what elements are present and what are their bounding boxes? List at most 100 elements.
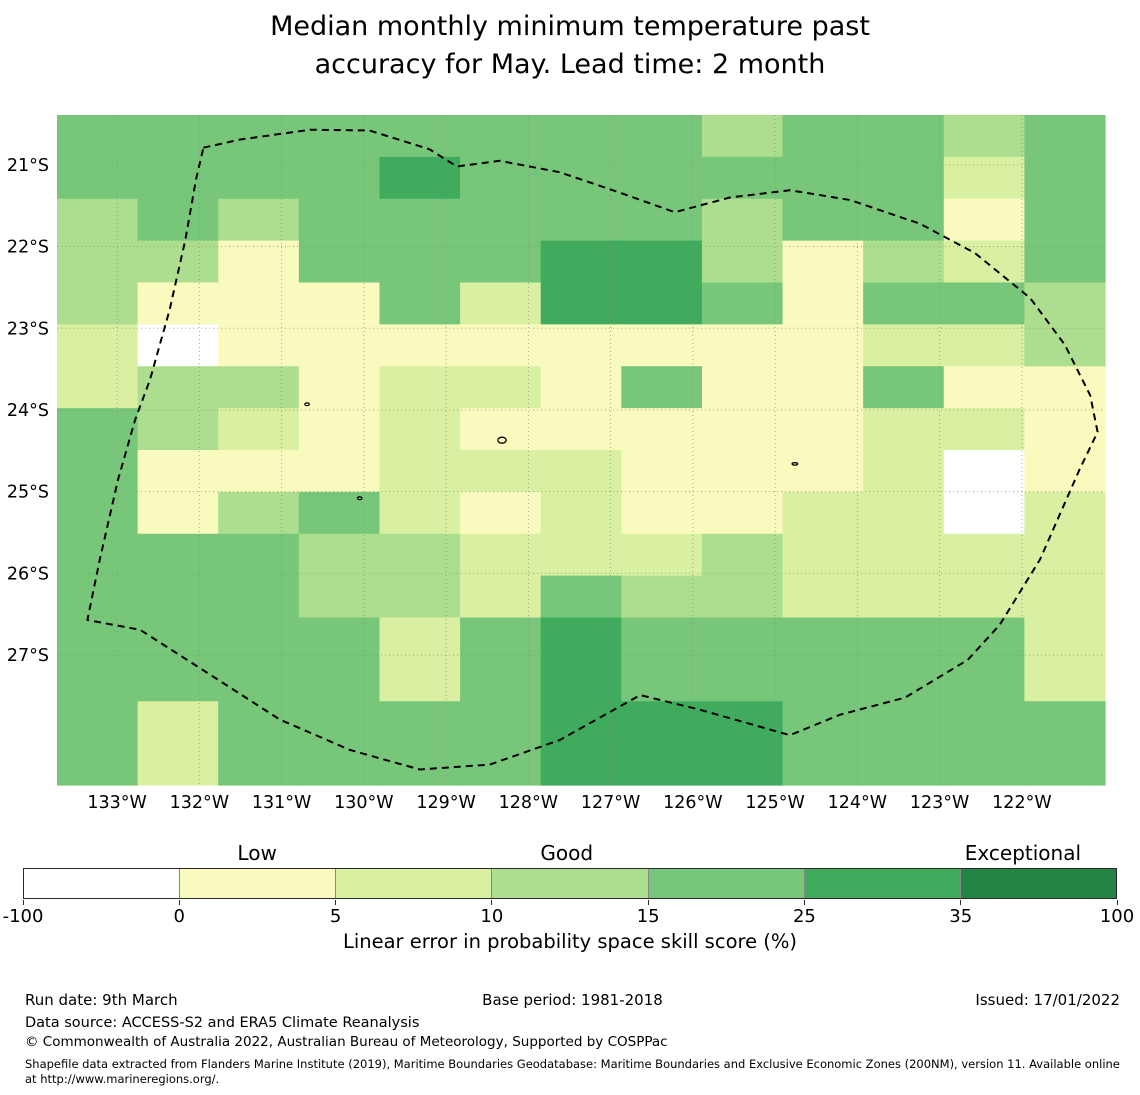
heatmap-cell (379, 491, 461, 535)
heatmap-cell (298, 617, 381, 660)
heatmap-cell (298, 575, 381, 619)
lon-tick-label: 127°W (581, 793, 640, 813)
colorbar-ticks: -100 0 5 10 15 25 35 100 (3, 899, 1134, 939)
heatmap-cell (701, 198, 784, 242)
heatmap-cell (863, 617, 945, 660)
colorbar: Low Good Exceptional -100 0 5 10 15 25 35 100 Lin… (3, 841, 1135, 958)
heatmap-cell (701, 450, 784, 493)
heatmap-cell (379, 575, 461, 619)
heatmap-cell (782, 156, 864, 200)
heatmap-cell (621, 743, 703, 786)
heatmap-cell (943, 324, 1025, 367)
heatmap-cell (701, 617, 784, 660)
heatmap-cell (137, 575, 219, 619)
heatmap-cell (701, 575, 784, 619)
heatmap-cell (782, 450, 864, 493)
heatmap-cell (379, 366, 461, 409)
heatmap-cell (701, 743, 784, 786)
heatmap-cell (540, 659, 622, 702)
lat-tick-label: 23°S (7, 319, 49, 339)
island-marker (497, 436, 507, 444)
heatmap-cell (943, 115, 1025, 158)
lon-tick-label: 123°W (910, 793, 969, 813)
chart-title: Median monthly minimum temperature past … (0, 8, 1140, 85)
heatmap-cell (379, 324, 461, 367)
heatmap-cell (863, 743, 945, 786)
map-svg: 21°S 22°S 23°S 24°S 25°S 26°S 27°S 133°W 132°W 13… (7, 115, 1106, 813)
data-source-text: Data source: ACCESS-S2 and ERA5 Climate … (25, 1015, 420, 1031)
lon-tick-label: 124°W (828, 793, 887, 813)
base-period-text: Base period: 1981-2018 (482, 991, 663, 1009)
heatmap-cell (460, 533, 542, 577)
colorbar-category-label: Good (540, 841, 594, 865)
heatmap-cell (57, 491, 139, 535)
heatmap-cell (1024, 575, 1106, 619)
lon-tick-label: 125°W (745, 793, 804, 813)
colorbar-tick-label: 100 (1099, 906, 1135, 927)
heatmap-cell (379, 240, 461, 284)
heatmap-cell (218, 115, 300, 158)
heatmap-cell (379, 743, 461, 786)
lon-tick-label: 131°W (252, 793, 311, 813)
heatmap-cell (782, 282, 864, 325)
colorbar-tick-mark (647, 900, 649, 905)
lon-tick-label: 132°W (170, 793, 229, 813)
heatmap-cell (863, 366, 945, 409)
colorbar-segment (647, 869, 804, 898)
heatmap-cell (621, 533, 703, 577)
heatmap-cell (137, 198, 219, 242)
heatmap-cell (298, 408, 381, 451)
heatmap-cell (621, 701, 703, 744)
heatmap-cell (57, 450, 139, 493)
heatmap-cell (1024, 282, 1106, 325)
island-marker (791, 462, 799, 466)
heatmap-cell (1024, 450, 1106, 493)
heatmap-cell (621, 240, 703, 284)
heatmap-cell (137, 701, 219, 744)
heatmap-cell (137, 659, 219, 702)
heatmap-cell (863, 198, 945, 242)
heatmap-cell (943, 366, 1025, 409)
island-marker (304, 402, 310, 407)
colorbar-segment (24, 869, 180, 898)
heatmap-cell (298, 115, 381, 158)
heatmap-cell (218, 617, 300, 660)
heatmap-cell (863, 240, 945, 284)
heatmap-cell (1024, 366, 1106, 409)
heatmap-cell (540, 240, 622, 284)
heatmap-cell (137, 282, 219, 325)
heatmap-cell (701, 115, 784, 158)
heatmap-cell (379, 533, 461, 577)
heatmap-cell (298, 659, 381, 702)
heatmap-cell (621, 115, 703, 158)
lon-tick-label: 126°W (663, 793, 722, 813)
colorbar-tick-mark (803, 900, 805, 905)
heatmap-cell (379, 408, 461, 451)
chart-title-line2: accuracy for May. Lead time: 2 month (314, 49, 826, 81)
heatmap-cell (782, 743, 864, 786)
colorbar-tick-label: 15 (636, 906, 660, 927)
colorbar-category-label: Exceptional (964, 841, 1082, 865)
heatmap-cell (782, 366, 864, 409)
eez-boundary-path (86, 128, 1099, 771)
heatmap-cell (460, 659, 542, 702)
lat-tick-label: 22°S (7, 238, 49, 258)
heatmap-cell (701, 408, 784, 451)
heatmap-cell (379, 450, 461, 493)
heatmap-cell (137, 533, 219, 577)
heatmap-cell (540, 366, 622, 409)
heatmap-cell (298, 491, 381, 535)
heatmap-cell (218, 743, 300, 786)
heatmap-cell (460, 156, 542, 200)
heatmap-cell (57, 198, 139, 242)
colorbar-tick-mark (960, 900, 962, 905)
heatmap-cell (782, 659, 864, 702)
colorbar-segment (335, 869, 492, 898)
colorbar-category-label: Low (237, 841, 277, 865)
colorbar-tick-label: -100 (2, 906, 44, 927)
heatmap-cell (701, 366, 784, 409)
heatmap-cell (621, 659, 703, 702)
colorbar-tick-label: 5 (329, 906, 342, 927)
heatmap-cell (57, 659, 139, 702)
